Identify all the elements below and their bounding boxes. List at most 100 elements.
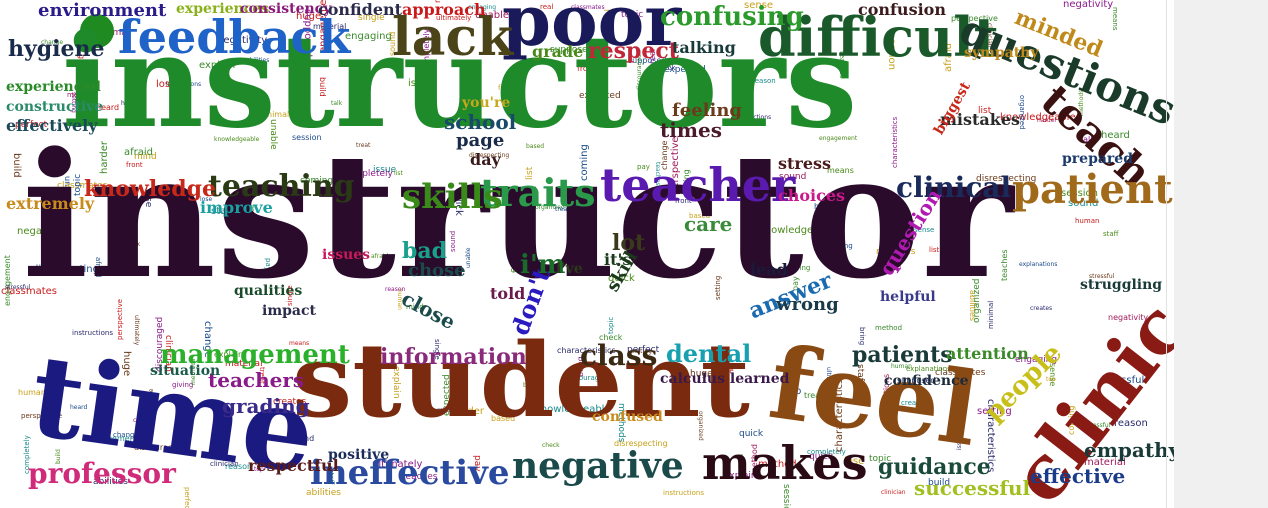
- filler-word: creates: [901, 399, 927, 407]
- filler-word: top: [1046, 376, 1056, 383]
- word-instructor: instructor: [22, 114, 1014, 317]
- word-ive: i've: [556, 261, 583, 277]
- filler-word: mind: [437, 407, 453, 414]
- filler-word: means: [1111, 7, 1119, 31]
- filler-word: negativity: [1108, 313, 1149, 322]
- filler-word: explanations: [906, 365, 951, 373]
- filler-word: method: [875, 324, 903, 332]
- filler-word: means: [827, 166, 854, 175]
- word-talking: talking: [672, 38, 736, 57]
- filler-word: perfect: [183, 487, 191, 508]
- filler-word: reason: [1114, 418, 1148, 429]
- filler-word: front: [498, 84, 515, 92]
- filler-word: knowledgeable: [1000, 112, 1076, 123]
- word-day: day: [470, 150, 501, 169]
- filler-word: disrespecting: [469, 152, 510, 159]
- word-confusion: confusion: [858, 0, 946, 19]
- filler-word: heard: [1101, 130, 1130, 141]
- filler-word: topic: [621, 10, 644, 20]
- word-told: told: [490, 284, 526, 303]
- filler-word: afraid: [124, 147, 154, 158]
- filler-word: classmates: [571, 4, 605, 11]
- filler-word: expected: [664, 65, 706, 75]
- filler-word: stressful: [5, 284, 31, 291]
- filler-word: sense: [914, 226, 935, 234]
- filler-word: harder: [1037, 117, 1057, 124]
- filler-word: disrespecting: [32, 264, 99, 275]
- word-attention: attention: [946, 344, 1029, 363]
- word-teachers: teachers: [208, 368, 305, 392]
- word-traits: traits: [480, 170, 596, 215]
- filler-word: heard: [70, 404, 88, 411]
- filler-word: based: [689, 212, 711, 220]
- filler-word: session: [292, 133, 322, 142]
- filler-word: supposed: [550, 45, 594, 55]
- filler-word: classmates: [1, 286, 57, 297]
- filler-word: staff: [211, 206, 234, 217]
- word-teaching: teaching: [208, 169, 355, 204]
- filler-word: mind: [134, 152, 157, 162]
- filler-word: mind: [294, 434, 315, 443]
- word-patients: patients: [852, 342, 953, 368]
- filler-word: teaches: [402, 472, 438, 482]
- filler-word: human: [18, 388, 46, 397]
- filler-word: instructions: [166, 81, 202, 88]
- filler-word: harder: [451, 406, 485, 417]
- filler-word: lose: [200, 196, 213, 203]
- word-extremely: extremely: [6, 194, 95, 213]
- filler-word: knowledgeable: [214, 136, 260, 143]
- filler-word: real: [540, 3, 554, 11]
- filler-word: supposed: [897, 376, 936, 385]
- filler-word: perspective: [951, 14, 998, 23]
- filler-word: negativity: [217, 35, 268, 46]
- filler-word: huge: [296, 11, 322, 22]
- filler-word: method: [67, 91, 95, 99]
- filler-word: perfect: [15, 120, 48, 130]
- filler-word: sound: [1068, 198, 1099, 209]
- filler-word: engagement: [87, 434, 138, 443]
- word-lot: lot: [612, 230, 646, 256]
- word-confident: confident: [318, 0, 403, 19]
- filler-word: pay: [637, 163, 650, 171]
- word-environment: environment: [38, 0, 167, 21]
- word-situation: situation: [150, 363, 221, 379]
- filler-word: completely: [343, 169, 393, 179]
- word-qualities: qualities: [234, 283, 303, 299]
- filler-word: list: [929, 246, 940, 254]
- word-its: it's: [604, 250, 632, 269]
- filler-word: front: [577, 64, 597, 73]
- filler-word: single: [358, 13, 385, 23]
- word-respect: respect: [588, 38, 679, 64]
- word-care: care: [684, 212, 733, 236]
- filler-word: knowledgeable: [535, 404, 611, 415]
- word-successful: successful: [914, 476, 1031, 500]
- word-lead: lead: [750, 260, 788, 279]
- word-feeling: feeling: [672, 100, 742, 121]
- filler-word: talk: [129, 241, 141, 248]
- filler-word: explain: [199, 60, 236, 71]
- filler-word: knowledgeable: [759, 225, 835, 236]
- filler-word: based: [491, 414, 516, 423]
- word-teacher: teacher: [600, 158, 796, 212]
- word-issues: issues: [322, 247, 371, 263]
- filler-word: top: [785, 386, 802, 397]
- word-instructors: instructors: [62, 7, 858, 157]
- filler-word: engagement: [3, 255, 12, 306]
- filler-word: classmates: [57, 181, 108, 191]
- filler-word: lose: [156, 79, 177, 90]
- filler-word: setting: [977, 406, 1012, 417]
- filler-word: single: [713, 367, 734, 375]
- word-impact: impact: [262, 303, 316, 319]
- word-bad: bad: [402, 238, 448, 264]
- word-negative: negative: [512, 445, 684, 487]
- filler-word: unable: [475, 10, 510, 21]
- filler-word: quick: [739, 429, 764, 439]
- filler-word: giving: [287, 244, 306, 251]
- filler-word: harder: [121, 100, 141, 107]
- filler-word: mind: [406, 303, 424, 311]
- filler-word: material: [225, 359, 263, 369]
- word-effectively: effectively: [6, 116, 98, 135]
- filler-word: change: [41, 39, 64, 46]
- filler-word: classmates: [935, 368, 986, 378]
- filler-word: talk: [1080, 135, 1095, 144]
